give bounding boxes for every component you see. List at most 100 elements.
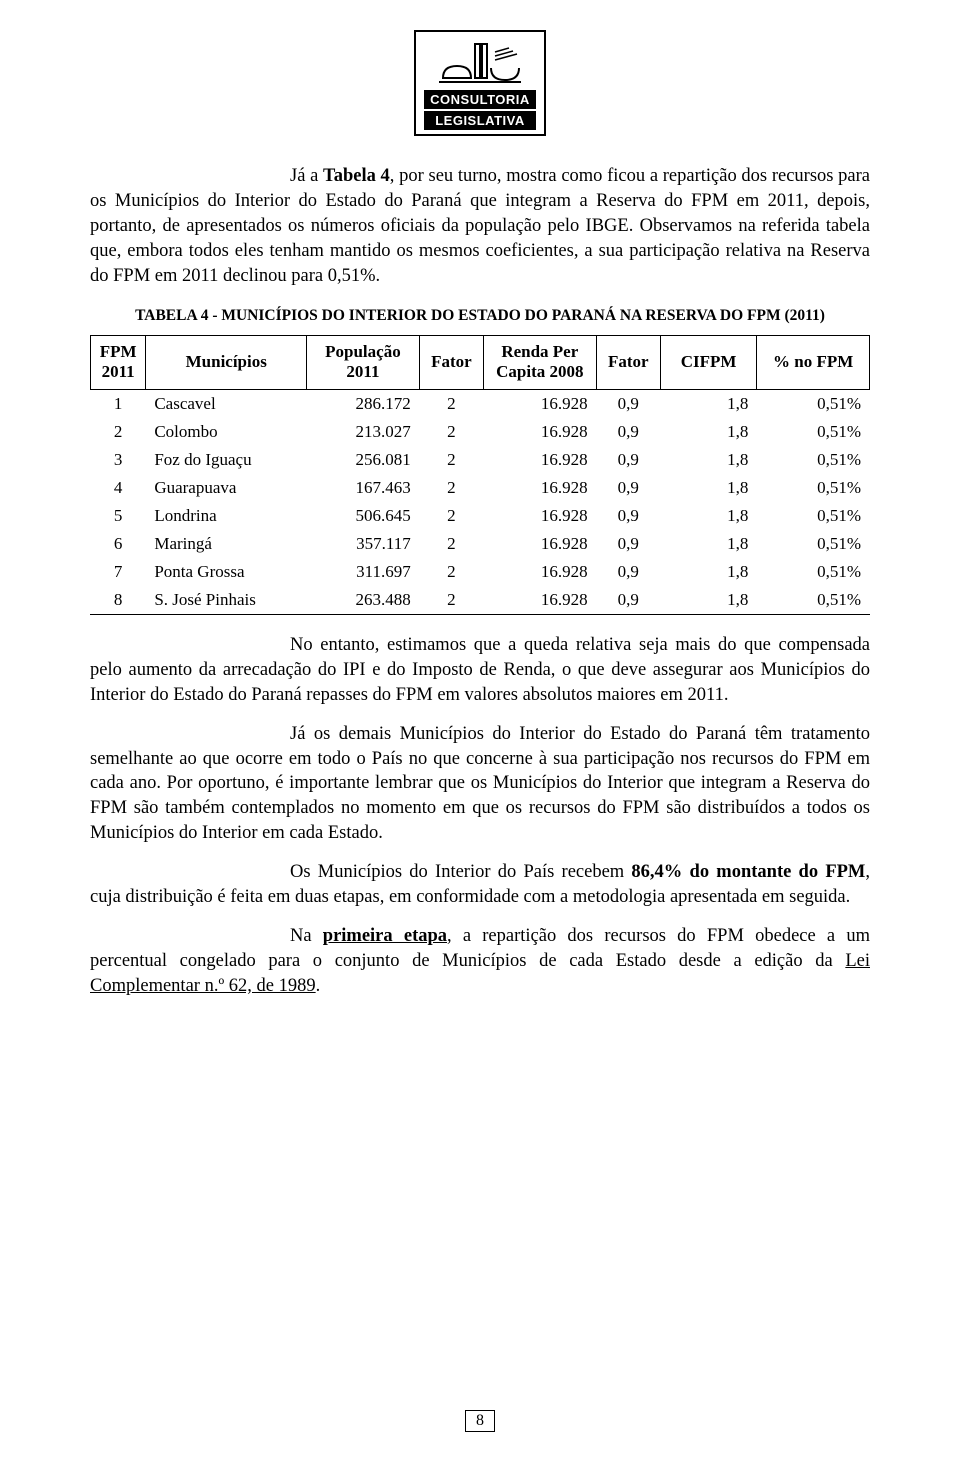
table-body: 1Cascavel286.172216.9280,91,80,51%2Colom…: [91, 389, 870, 614]
table-cell: 2: [419, 586, 483, 615]
table-cell: 0,51%: [757, 530, 870, 558]
table-cell: 2: [419, 418, 483, 446]
table-cell: 5: [91, 502, 146, 530]
paragraph-4: Os Municípios do Interior do País recebe…: [90, 860, 870, 910]
table-cell: 167.463: [307, 474, 420, 502]
table-header-row: FPM 2011 Municípios População 2011 Fator…: [91, 335, 870, 389]
table-cell: Foz do Iguaçu: [146, 446, 307, 474]
page: CONSULTORIA LEGISLATIVA Já a Tabela 4, p…: [0, 0, 960, 1462]
table-cell: 0,9: [596, 446, 660, 474]
logo-line1: CONSULTORIA: [424, 90, 536, 109]
page-number: 8: [465, 1410, 495, 1432]
table-cell: 2: [419, 502, 483, 530]
table-cell: 1,8: [660, 474, 756, 502]
table-cell: 0,51%: [757, 389, 870, 418]
table-row: 2Colombo213.027216.9280,91,80,51%: [91, 418, 870, 446]
table-cell: 0,51%: [757, 418, 870, 446]
page-number-wrap: 8: [0, 1410, 960, 1432]
p5-mid: , a repartição dos recursos do FPM obede…: [90, 926, 870, 971]
table-title: TABELA 4 - MUNICÍPIOS DO INTERIOR DO EST…: [90, 307, 870, 325]
table-cell: 0,51%: [757, 502, 870, 530]
table-cell: 16.928: [484, 502, 597, 530]
logo-wrap: CONSULTORIA LEGISLATIVA: [90, 30, 870, 136]
table-cell: 0,51%: [757, 558, 870, 586]
p1-bold: Tabela 4: [323, 166, 390, 186]
table-cell: Cascavel: [146, 389, 307, 418]
table-cell: 0,51%: [757, 474, 870, 502]
th-renda: Renda Per Capita 2008: [484, 335, 597, 389]
paragraph-3: Já os demais Municípios do Interior do E…: [90, 722, 870, 847]
table-row: 3Foz do Iguaçu256.081216.9280,91,80,51%: [91, 446, 870, 474]
table-cell: 6: [91, 530, 146, 558]
table-row: 5Londrina506.645216.9280,91,80,51%: [91, 502, 870, 530]
table-cell: 1: [91, 389, 146, 418]
table-cell: 16.928: [484, 474, 597, 502]
table-row: 7Ponta Grossa311.697216.9280,91,80,51%: [91, 558, 870, 586]
table-cell: 0,9: [596, 418, 660, 446]
p4-bold: 86,4% do montante do FPM: [631, 862, 865, 882]
table-cell: 2: [419, 558, 483, 586]
th-fator1: Fator: [419, 335, 483, 389]
table-cell: 1,8: [660, 418, 756, 446]
table-cell: 2: [419, 446, 483, 474]
paragraph-1: Já a Tabela 4, por seu turno, mostra com…: [90, 164, 870, 289]
th-mun: Municípios: [146, 335, 307, 389]
paragraph-2: No entanto, estimamos que a queda relati…: [90, 633, 870, 708]
table-cell: 506.645: [307, 502, 420, 530]
table-cell: 1,8: [660, 502, 756, 530]
th-fator2: Fator: [596, 335, 660, 389]
th-pop: População 2011: [307, 335, 420, 389]
p1-after: , por seu turno, mostra como ficou a rep…: [90, 166, 870, 286]
table-row: 8S. José Pinhais263.488216.9280,91,80,51…: [91, 586, 870, 615]
p5-u: primeira etapa: [323, 926, 447, 946]
table-cell: 1,8: [660, 530, 756, 558]
table-cell: 357.117: [307, 530, 420, 558]
congress-building-icon: [437, 38, 523, 86]
table-cell: 213.027: [307, 418, 420, 446]
table-row: 6Maringá357.117216.9280,91,80,51%: [91, 530, 870, 558]
p5-end: .: [316, 976, 321, 996]
table-cell: 2: [419, 474, 483, 502]
table-cell: 16.928: [484, 418, 597, 446]
table-cell: Colombo: [146, 418, 307, 446]
table-cell: 0,9: [596, 502, 660, 530]
table-cell: 0,9: [596, 389, 660, 418]
th-fpm: FPM 2011: [91, 335, 146, 389]
table-cell: 286.172: [307, 389, 420, 418]
table-cell: 1,8: [660, 586, 756, 615]
table-cell: 311.697: [307, 558, 420, 586]
table-4: FPM 2011 Municípios População 2011 Fator…: [90, 335, 870, 615]
table-cell: 2: [419, 389, 483, 418]
table-cell: 2: [419, 530, 483, 558]
table-cell: 0,51%: [757, 446, 870, 474]
table-cell: 16.928: [484, 389, 597, 418]
table-cell: 0,9: [596, 474, 660, 502]
table-cell: 2: [91, 418, 146, 446]
table-cell: 16.928: [484, 446, 597, 474]
table-cell: 263.488: [307, 586, 420, 615]
table-cell: 4: [91, 474, 146, 502]
table-cell: 0,9: [596, 558, 660, 586]
table-cell: 0,51%: [757, 586, 870, 615]
p1-before: Já a: [290, 166, 323, 186]
table-cell: S. José Pinhais: [146, 586, 307, 615]
table-cell: 1,8: [660, 389, 756, 418]
table-cell: 16.928: [484, 586, 597, 615]
table-row: 1Cascavel286.172216.9280,91,80,51%: [91, 389, 870, 418]
logo-line2: LEGISLATIVA: [424, 111, 536, 130]
th-pct: % no FPM: [757, 335, 870, 389]
table-cell: 1,8: [660, 558, 756, 586]
table-cell: Maringá: [146, 530, 307, 558]
table-cell: 16.928: [484, 530, 597, 558]
table-cell: 3: [91, 446, 146, 474]
table-cell: Ponta Grossa: [146, 558, 307, 586]
th-cifpm: CIFPM: [660, 335, 756, 389]
table-cell: Londrina: [146, 502, 307, 530]
table-cell: 8: [91, 586, 146, 615]
table-cell: 16.928: [484, 558, 597, 586]
table-cell: 0,9: [596, 530, 660, 558]
table-cell: Guarapuava: [146, 474, 307, 502]
table-cell: 1,8: [660, 446, 756, 474]
table-cell: 256.081: [307, 446, 420, 474]
logo: CONSULTORIA LEGISLATIVA: [414, 30, 546, 136]
